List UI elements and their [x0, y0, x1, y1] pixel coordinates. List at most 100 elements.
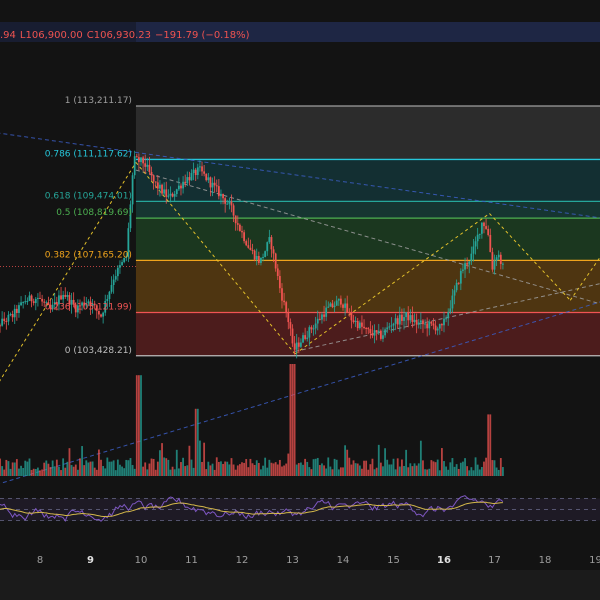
- candle-body: [365, 327, 368, 329]
- fib-zone-4: [135, 201, 600, 219]
- candle-body: [1, 318, 4, 326]
- candle-body: [276, 268, 279, 277]
- candle-body: [93, 303, 96, 306]
- candle-body: [209, 177, 212, 188]
- candle-body: [390, 325, 393, 327]
- candle-body: [388, 326, 391, 328]
- fib-label-2: 0.382 (107,165.20): [45, 250, 132, 260]
- fib-label-4: 0.618 (109,474.01): [45, 191, 132, 201]
- candle-body: [87, 301, 90, 304]
- candle-body: [205, 173, 208, 181]
- candle-body: [133, 156, 136, 176]
- candle-body: [323, 314, 325, 317]
- candle-body: [310, 327, 313, 330]
- volume-bar: [476, 464, 479, 476]
- trend-line-2: [135, 169, 600, 305]
- candle-body: [167, 195, 170, 197]
- candle-body: [234, 215, 237, 224]
- candle-body: [58, 295, 60, 305]
- volume-bar: [438, 470, 441, 476]
- volume-bar: [255, 460, 258, 476]
- candle-body: [409, 315, 412, 321]
- volume-bar: [9, 468, 12, 476]
- volume-bar: [11, 462, 14, 476]
- volume-bar: [114, 470, 117, 476]
- candle-body: [337, 298, 340, 301]
- volume-bar: [312, 459, 315, 476]
- volume-bar: [7, 461, 10, 476]
- volume-bar: [287, 453, 290, 476]
- candle-body: [314, 323, 317, 329]
- candle-body: [85, 303, 88, 306]
- volume-bar: [445, 466, 448, 476]
- volume-bar: [274, 462, 277, 476]
- fib-zone-2: [135, 260, 600, 313]
- volume-bar: [188, 445, 191, 476]
- volume-bar: [207, 461, 210, 476]
- zigzag-pattern: [0, 162, 600, 382]
- candle-body: [236, 223, 239, 225]
- candle-body: [253, 250, 256, 260]
- volume-bar: [346, 449, 349, 476]
- candle-body: [419, 320, 422, 323]
- volume-bar: [60, 470, 62, 476]
- candle-body: [327, 306, 330, 308]
- candle-body: [152, 175, 155, 182]
- volume-bar: [459, 462, 462, 476]
- candle-body: [422, 320, 424, 325]
- volume-bar: [144, 462, 147, 476]
- candle-body: [287, 312, 290, 323]
- volume-bar: [15, 459, 18, 476]
- volume-bar: [100, 459, 102, 476]
- volume-bar: [300, 462, 302, 476]
- candle-body: [188, 177, 191, 181]
- volume-bar: [419, 440, 422, 476]
- candle-body: [30, 295, 33, 302]
- candle-body: [226, 203, 229, 205]
- candle-body: [177, 185, 180, 190]
- volume-bar: [41, 469, 44, 476]
- candle-body: [15, 308, 18, 313]
- volume-bar: [116, 459, 119, 476]
- volume-bar: [335, 459, 338, 476]
- volume-bar: [211, 463, 214, 476]
- candle-body: [22, 302, 25, 304]
- candle-body: [369, 329, 372, 334]
- volume-bar: [121, 466, 123, 476]
- volume-bar: [152, 458, 155, 476]
- candle-body: [224, 198, 227, 204]
- fib-zone-3: [135, 218, 600, 261]
- candle-body: [26, 300, 29, 302]
- volume-bar: [68, 448, 71, 476]
- candle-body: [459, 270, 462, 284]
- volume-bar: [306, 461, 309, 476]
- candle-body: [371, 333, 374, 336]
- candle-body: [28, 295, 31, 301]
- candle-body: [255, 255, 258, 260]
- candle-body: [316, 318, 319, 324]
- volume-bar: [289, 364, 292, 476]
- volume-bar: [175, 449, 178, 476]
- x-tick-10: 10: [135, 555, 148, 566]
- candle-body: [449, 308, 452, 313]
- volume-bar: [409, 463, 412, 476]
- candle-body: [321, 314, 323, 320]
- volume-bar: [367, 469, 370, 476]
- volume-bar: [112, 460, 115, 476]
- candle-body: [401, 314, 403, 321]
- candle-body: [352, 320, 355, 322]
- candle-body: [356, 320, 359, 329]
- trend-lines: [0, 132, 600, 485]
- candle-body: [66, 295, 69, 297]
- candle-body: [272, 249, 275, 254]
- volume-bar: [135, 375, 138, 476]
- volume-bar: [329, 466, 332, 476]
- volume-bar: [392, 458, 395, 476]
- zigzag-segment-3: [489, 213, 571, 301]
- volume-bar: [318, 465, 321, 476]
- x-axis: 8 9 10 11 12 13 14 15 16 17 18 19: [37, 555, 600, 566]
- volume-bar: [173, 469, 176, 476]
- volume-bar: [163, 457, 166, 476]
- candle-body: [222, 193, 224, 199]
